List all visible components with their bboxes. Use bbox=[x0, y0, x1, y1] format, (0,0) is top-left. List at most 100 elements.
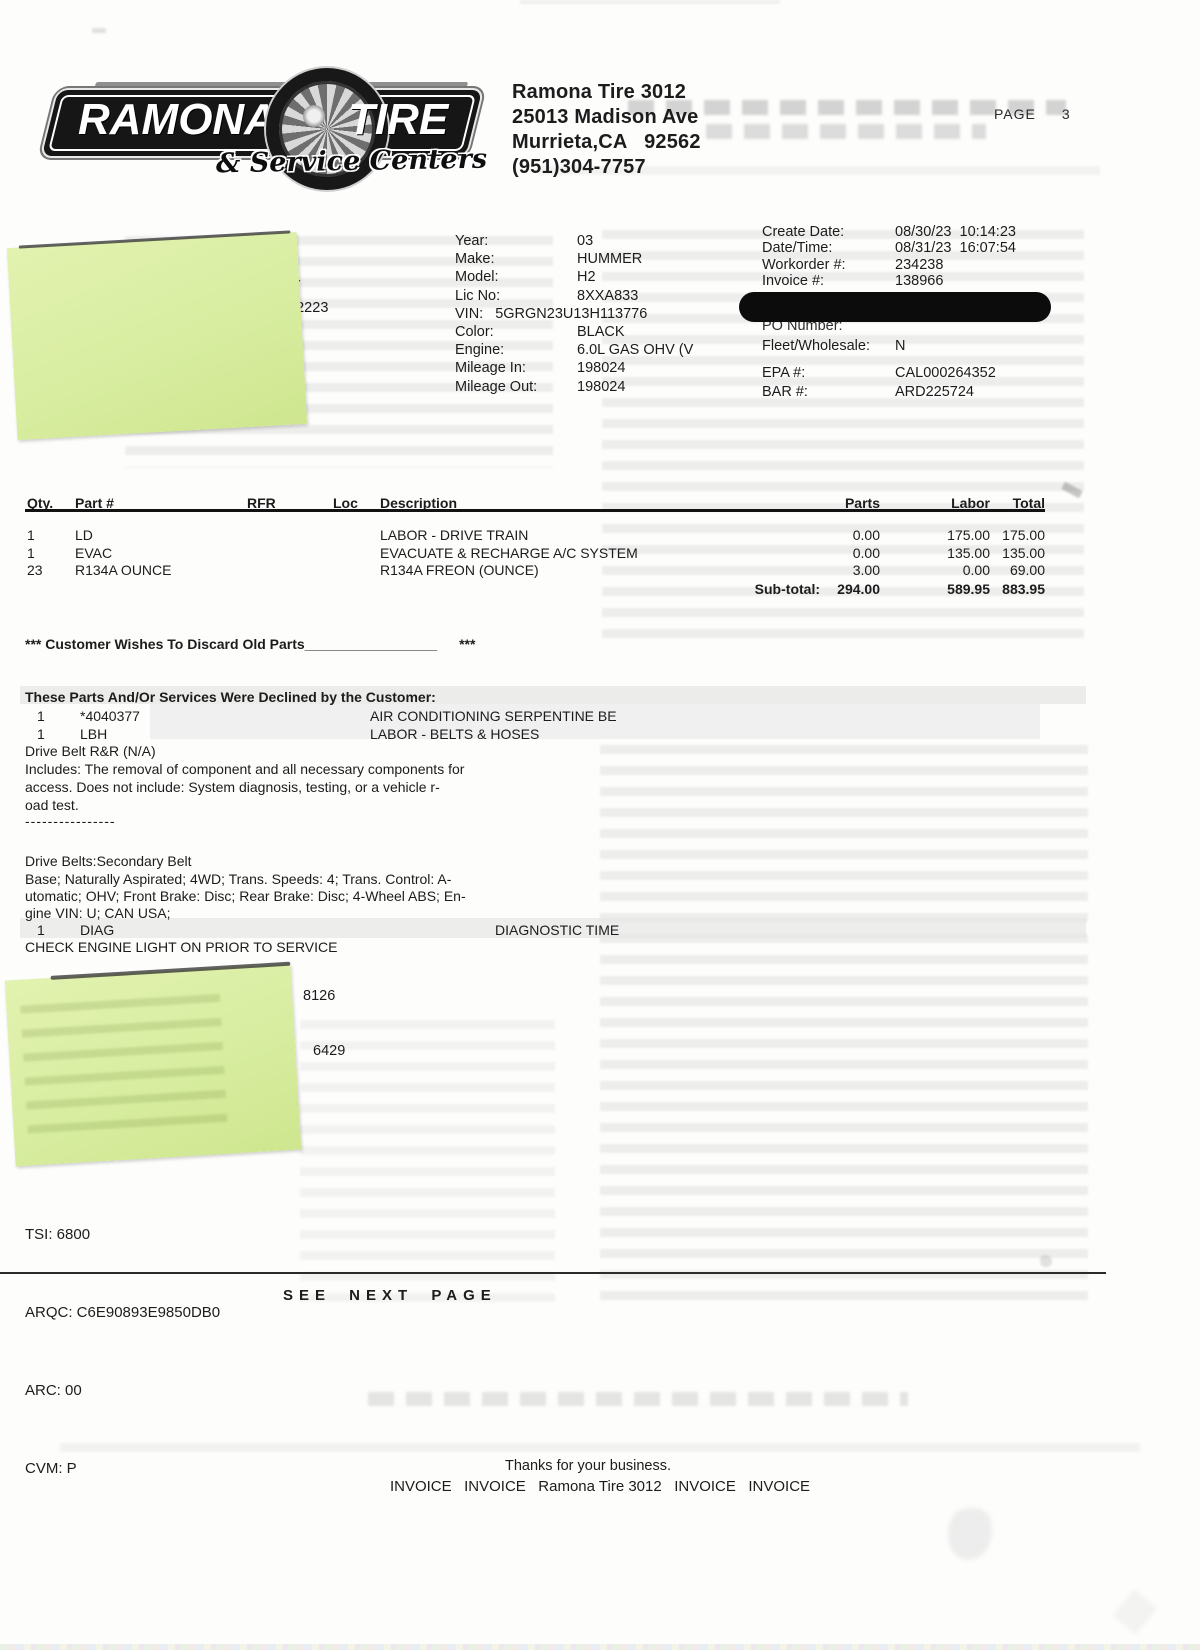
cell-parts: 0.00 bbox=[852, 544, 880, 561]
page-number-value: 3 bbox=[1061, 106, 1071, 122]
header-loc: Loc bbox=[333, 495, 358, 511]
cell-qty: 1 bbox=[27, 544, 35, 561]
declined-row: 1 *4040377 AIR CONDITIONING SERPENTINE B… bbox=[25, 708, 1045, 726]
info-value: H2 bbox=[577, 269, 596, 286]
see-next-page: SEE NEXT PAGE bbox=[283, 1287, 497, 1304]
info-value: 138966 bbox=[895, 273, 944, 290]
info-label: Date/Time: bbox=[762, 240, 833, 257]
store-phone: (951)304-7757 bbox=[512, 156, 646, 178]
divider-dashes: ---------------- bbox=[25, 813, 116, 829]
highlight-band-declined2 bbox=[150, 704, 1040, 739]
info-label: Model: bbox=[455, 269, 499, 286]
logo-word-tire: TIRE bbox=[348, 95, 449, 144]
ink-speck bbox=[1040, 1255, 1052, 1267]
logo-word-ramona: RAMONA bbox=[78, 95, 276, 144]
items-rows: 1 LD LABOR - DRIVE TRAIN 0.00 175.00 175… bbox=[25, 527, 1045, 580]
info-label: Color: bbox=[455, 324, 494, 341]
logo-tagline: & Service Centers bbox=[215, 143, 488, 180]
cell-part: EVAC bbox=[75, 544, 113, 561]
cell-labor: 135.00 bbox=[947, 544, 990, 561]
info-label: VIN: bbox=[455, 305, 484, 322]
ghost-title-line2 bbox=[706, 124, 986, 139]
sticky-note-ghost-text bbox=[20, 993, 229, 1146]
epa-label: EPA #: bbox=[762, 365, 806, 381]
gray-smudge bbox=[948, 1508, 992, 1560]
epa-bar-block: EPA #: CAL000264352 BAR #: ARD225724 bbox=[762, 364, 996, 401]
declined-note-title: Drive Belt R&R (N/A) bbox=[25, 743, 156, 759]
code-line: ARC: 00 bbox=[25, 1382, 82, 1399]
header-parts: Parts bbox=[844, 495, 880, 511]
cell-description: EVACUATE & RECHARGE A/C SYSTEM bbox=[380, 544, 638, 561]
declined-rows: 1 *4040377 AIR CONDITIONING SERPENTINE B… bbox=[25, 708, 1045, 744]
cell-description: R134A FREON (OUNCE) bbox=[380, 562, 539, 579]
header-total: Total bbox=[1012, 495, 1045, 511]
cell-total: 69.00 bbox=[1009, 562, 1045, 579]
info-value: 03 bbox=[577, 233, 594, 249]
cell-labor: 175.00 bbox=[947, 527, 990, 543]
diag-qty: 1 bbox=[37, 922, 45, 938]
info-value: 08/31/23 16:07:54 bbox=[895, 240, 1016, 257]
sticky-note-top-edge bbox=[18, 230, 291, 249]
ghost-paragraph-lower-left bbox=[300, 1020, 555, 1310]
po-number-label: PO Number: bbox=[762, 318, 843, 334]
ramona-tire-logo: RAMONA TIRE & Service Centers bbox=[41, 58, 488, 190]
declined-qty: 1 bbox=[37, 725, 45, 742]
thanks-line: Thanks for your business. bbox=[504, 1458, 672, 1474]
table-row: 1 EVAC EVACUATE & RECHARGE A/C SYSTEM 0.… bbox=[25, 545, 1045, 563]
info-value: 8XXA833 bbox=[577, 287, 639, 304]
header-labor: Labor bbox=[951, 495, 990, 511]
ghost-paragraph-main bbox=[600, 745, 1088, 1305]
cell-qty: 1 bbox=[27, 527, 35, 543]
code-line: CVM: P bbox=[25, 1460, 77, 1477]
info-label: Mileage In: bbox=[455, 360, 526, 377]
info-row: Lic No: 8XXA833 bbox=[455, 287, 693, 305]
ghost-paragraph-top bbox=[540, 166, 1100, 182]
info-row: Model: H2 bbox=[455, 268, 693, 286]
code-line: ARQC: C6E90893E9850DB0 bbox=[25, 1304, 221, 1321]
page-label: PAGE bbox=[994, 106, 1036, 122]
info-value: 5GRGN23U13H113776 bbox=[495, 305, 648, 322]
info-value: 08/30/23 10:14:23 bbox=[895, 224, 1016, 240]
table-rule bbox=[25, 509, 1045, 512]
info-row: Mileage In: 198024 bbox=[455, 359, 693, 377]
info-value: 198024 bbox=[577, 360, 626, 377]
subtotal-label: Sub-total: bbox=[754, 581, 820, 597]
diag-note: CHECK ENGINE LIGHT ON PRIOR TO SERVICE bbox=[25, 939, 338, 955]
info-label: Make: bbox=[455, 251, 495, 268]
info-row: Create Date: 08/30/23 10:14:23 bbox=[762, 224, 1016, 240]
subtotal-labor: 589.95 bbox=[947, 581, 990, 597]
info-value: 6.0L GAS OHV (V bbox=[577, 342, 694, 359]
info-row: Year: 03 bbox=[455, 232, 693, 250]
declined-note-line1: Includes: The removal of component and a… bbox=[25, 761, 465, 777]
info-row: Make: HUMMER bbox=[455, 250, 693, 268]
spec-line2: utomatic; OHV; Front Brake: Disc; Rear B… bbox=[25, 888, 466, 904]
cell-parts: 3.00 bbox=[852, 562, 880, 579]
sticky-note-bottom bbox=[4, 961, 302, 1167]
redaction-bar bbox=[739, 292, 1051, 322]
info-label: Lic No: bbox=[455, 287, 501, 304]
subtotal-total: 883.95 bbox=[1002, 581, 1045, 597]
ghost-footer-line bbox=[60, 1443, 1140, 1457]
store-name: Ramona Tire 3012 bbox=[512, 81, 687, 103]
diag-desc: DIAGNOSTIC TIME bbox=[495, 922, 620, 938]
partial-number-1: 8126 bbox=[303, 988, 336, 1004]
page-number: PAGE 3 bbox=[994, 106, 1071, 122]
info-row: Workorder #: 234238 bbox=[762, 257, 1016, 273]
cell-parts: 0.00 bbox=[852, 527, 880, 543]
cell-labor: 0.00 bbox=[962, 562, 990, 579]
fleet-label: Fleet/Wholesale: bbox=[762, 338, 870, 354]
spec-line1: Base; Naturally Aspirated; 4WD; Trans. S… bbox=[25, 871, 452, 887]
cell-part: R134A OUNCE bbox=[75, 562, 172, 579]
fleet-value: N bbox=[895, 338, 906, 354]
info-row: Color: BLACK bbox=[455, 323, 693, 341]
bar-value: ARD225724 bbox=[895, 383, 974, 400]
declined-qty: 1 bbox=[37, 708, 45, 724]
table-row: 1 LD LABOR - DRIVE TRAIN 0.00 175.00 175… bbox=[25, 527, 1045, 545]
discard-note: *** Customer Wishes To Discard Old Parts… bbox=[25, 636, 475, 652]
declined-part: *4040377 bbox=[80, 708, 140, 724]
code-line: TSI: 6800 bbox=[25, 1226, 91, 1243]
info-label: Year: bbox=[455, 233, 489, 249]
scan-edge-noise bbox=[0, 1644, 1200, 1650]
header-qty: Qty. bbox=[27, 495, 54, 511]
declined-part: LBH bbox=[80, 725, 108, 742]
